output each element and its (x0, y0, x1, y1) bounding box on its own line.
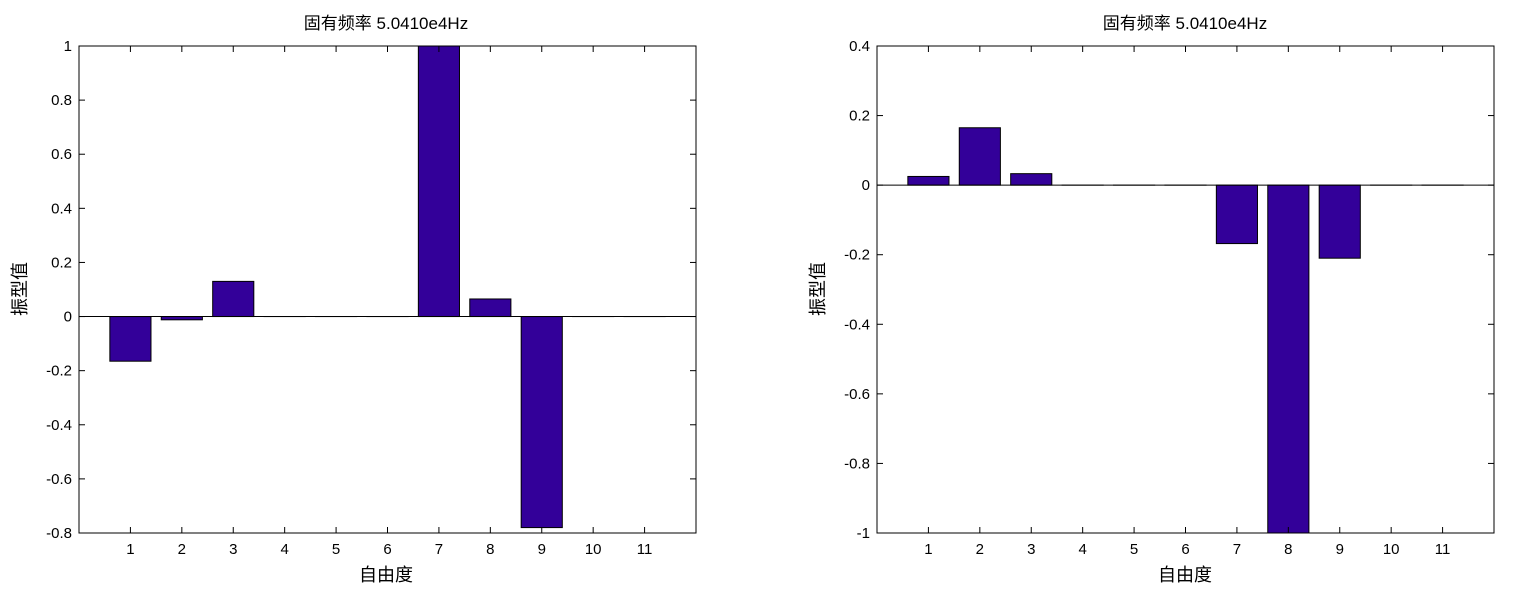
y-tick-label: 0.4 (849, 38, 870, 55)
y-tick-label: 0.8 (51, 92, 72, 109)
y-tick-label: -0.4 (844, 316, 870, 333)
y-tick-label: -0.6 (46, 471, 72, 488)
x-tick-label: 10 (1383, 541, 1400, 558)
bar-3 (1010, 173, 1053, 186)
bar-9 (520, 316, 563, 529)
axes: -0.8-0.6-0.4-0.200.20.40.60.811 2 3 4 5 6 7 8 9 1… (46, 38, 697, 558)
bar-3 (212, 280, 255, 318)
y-tick-label: -0.8 (844, 455, 870, 472)
x-tick-label: 2 (976, 541, 984, 558)
y-tick-label: -0.4 (46, 417, 72, 434)
bar-9 (1318, 184, 1361, 259)
y-tick-label: -0.6 (844, 386, 870, 403)
x-tick-label: 1 (924, 541, 932, 558)
x-axis-label: 自由度 (1158, 565, 1212, 585)
y-tick-label: 0.6 (51, 146, 72, 163)
y-tick-label: -0.8 (46, 525, 72, 542)
x-tick-label: 2 (178, 541, 186, 558)
bar-group (907, 127, 1464, 534)
y-tick-label: 0 (862, 177, 870, 194)
plot-frame (78, 45, 697, 534)
chart-title: 固有频率 5.0410e4Hz (304, 14, 468, 33)
x-tick-label: 6 (1181, 541, 1189, 558)
x-tick-label: 10 (585, 541, 602, 558)
x-tick-label: 9 (1336, 541, 1344, 558)
x-tick-label: 11 (637, 541, 653, 558)
y-tick-label: 1 (64, 38, 72, 55)
x-tick-label: 8 (486, 541, 494, 558)
y-tick-label: 0 (64, 309, 72, 326)
chart-title: 固有频率 5.0410e4Hz (1103, 14, 1267, 33)
x-tick-label: 3 (1027, 541, 1035, 558)
y-axis-label: 振型值 (808, 262, 828, 316)
x-tick-label: 8 (1284, 541, 1292, 558)
y-tick-label: 0.2 (51, 254, 72, 271)
x-axis-label: 自由度 (359, 565, 413, 585)
x-tick-label: 3 (229, 541, 237, 558)
y-tick-label: 0.4 (51, 200, 72, 217)
x-tick-label: 9 (538, 541, 546, 558)
bar-2 (958, 127, 1001, 186)
x-tick-label: 4 (1078, 541, 1086, 558)
bar-8 (469, 298, 512, 318)
bar-group (109, 45, 666, 529)
axes: -1 -0.8 -0.6 -0.4 -0.2 0 0.2 0.4 1 2 3 4 5 6 7 8 9 10 11 (844, 38, 1495, 558)
x-tick-label: 4 (280, 541, 288, 558)
bar-1 (907, 175, 950, 186)
x-tick-label: 1 (126, 541, 134, 558)
y-tick-label: -0.2 (844, 247, 870, 264)
bar-8 (1267, 184, 1310, 534)
x-tick-label: 5 (1130, 541, 1138, 558)
x-tick-label: 5 (332, 541, 340, 558)
bar-1 (109, 316, 152, 362)
x-tick-label: 11 (1435, 541, 1451, 558)
chart-left: 固有频率 5.0410e4Hz 自由度 振型值 -0.8 -0.6 -0.4 -0.2… (10, 14, 697, 585)
y-tick-label: -0.2 (46, 363, 72, 380)
bar-7 (417, 45, 460, 318)
y-tick-label: -1 (857, 525, 870, 542)
chart-right: 固有频率 5.0410e4Hz 自由度 振型值 -1 -0.8 -0.6 -0.4 -0… (808, 14, 1495, 585)
x-tick-label: 7 (1233, 541, 1241, 558)
bar-7 (1215, 184, 1258, 245)
y-tick-label: 0.2 (849, 108, 870, 125)
y-axis-label: 振型值 (10, 262, 30, 316)
x-tick-label: 7 (435, 541, 443, 558)
x-tick-label: 6 (383, 541, 391, 558)
plot-frame (876, 45, 1495, 534)
